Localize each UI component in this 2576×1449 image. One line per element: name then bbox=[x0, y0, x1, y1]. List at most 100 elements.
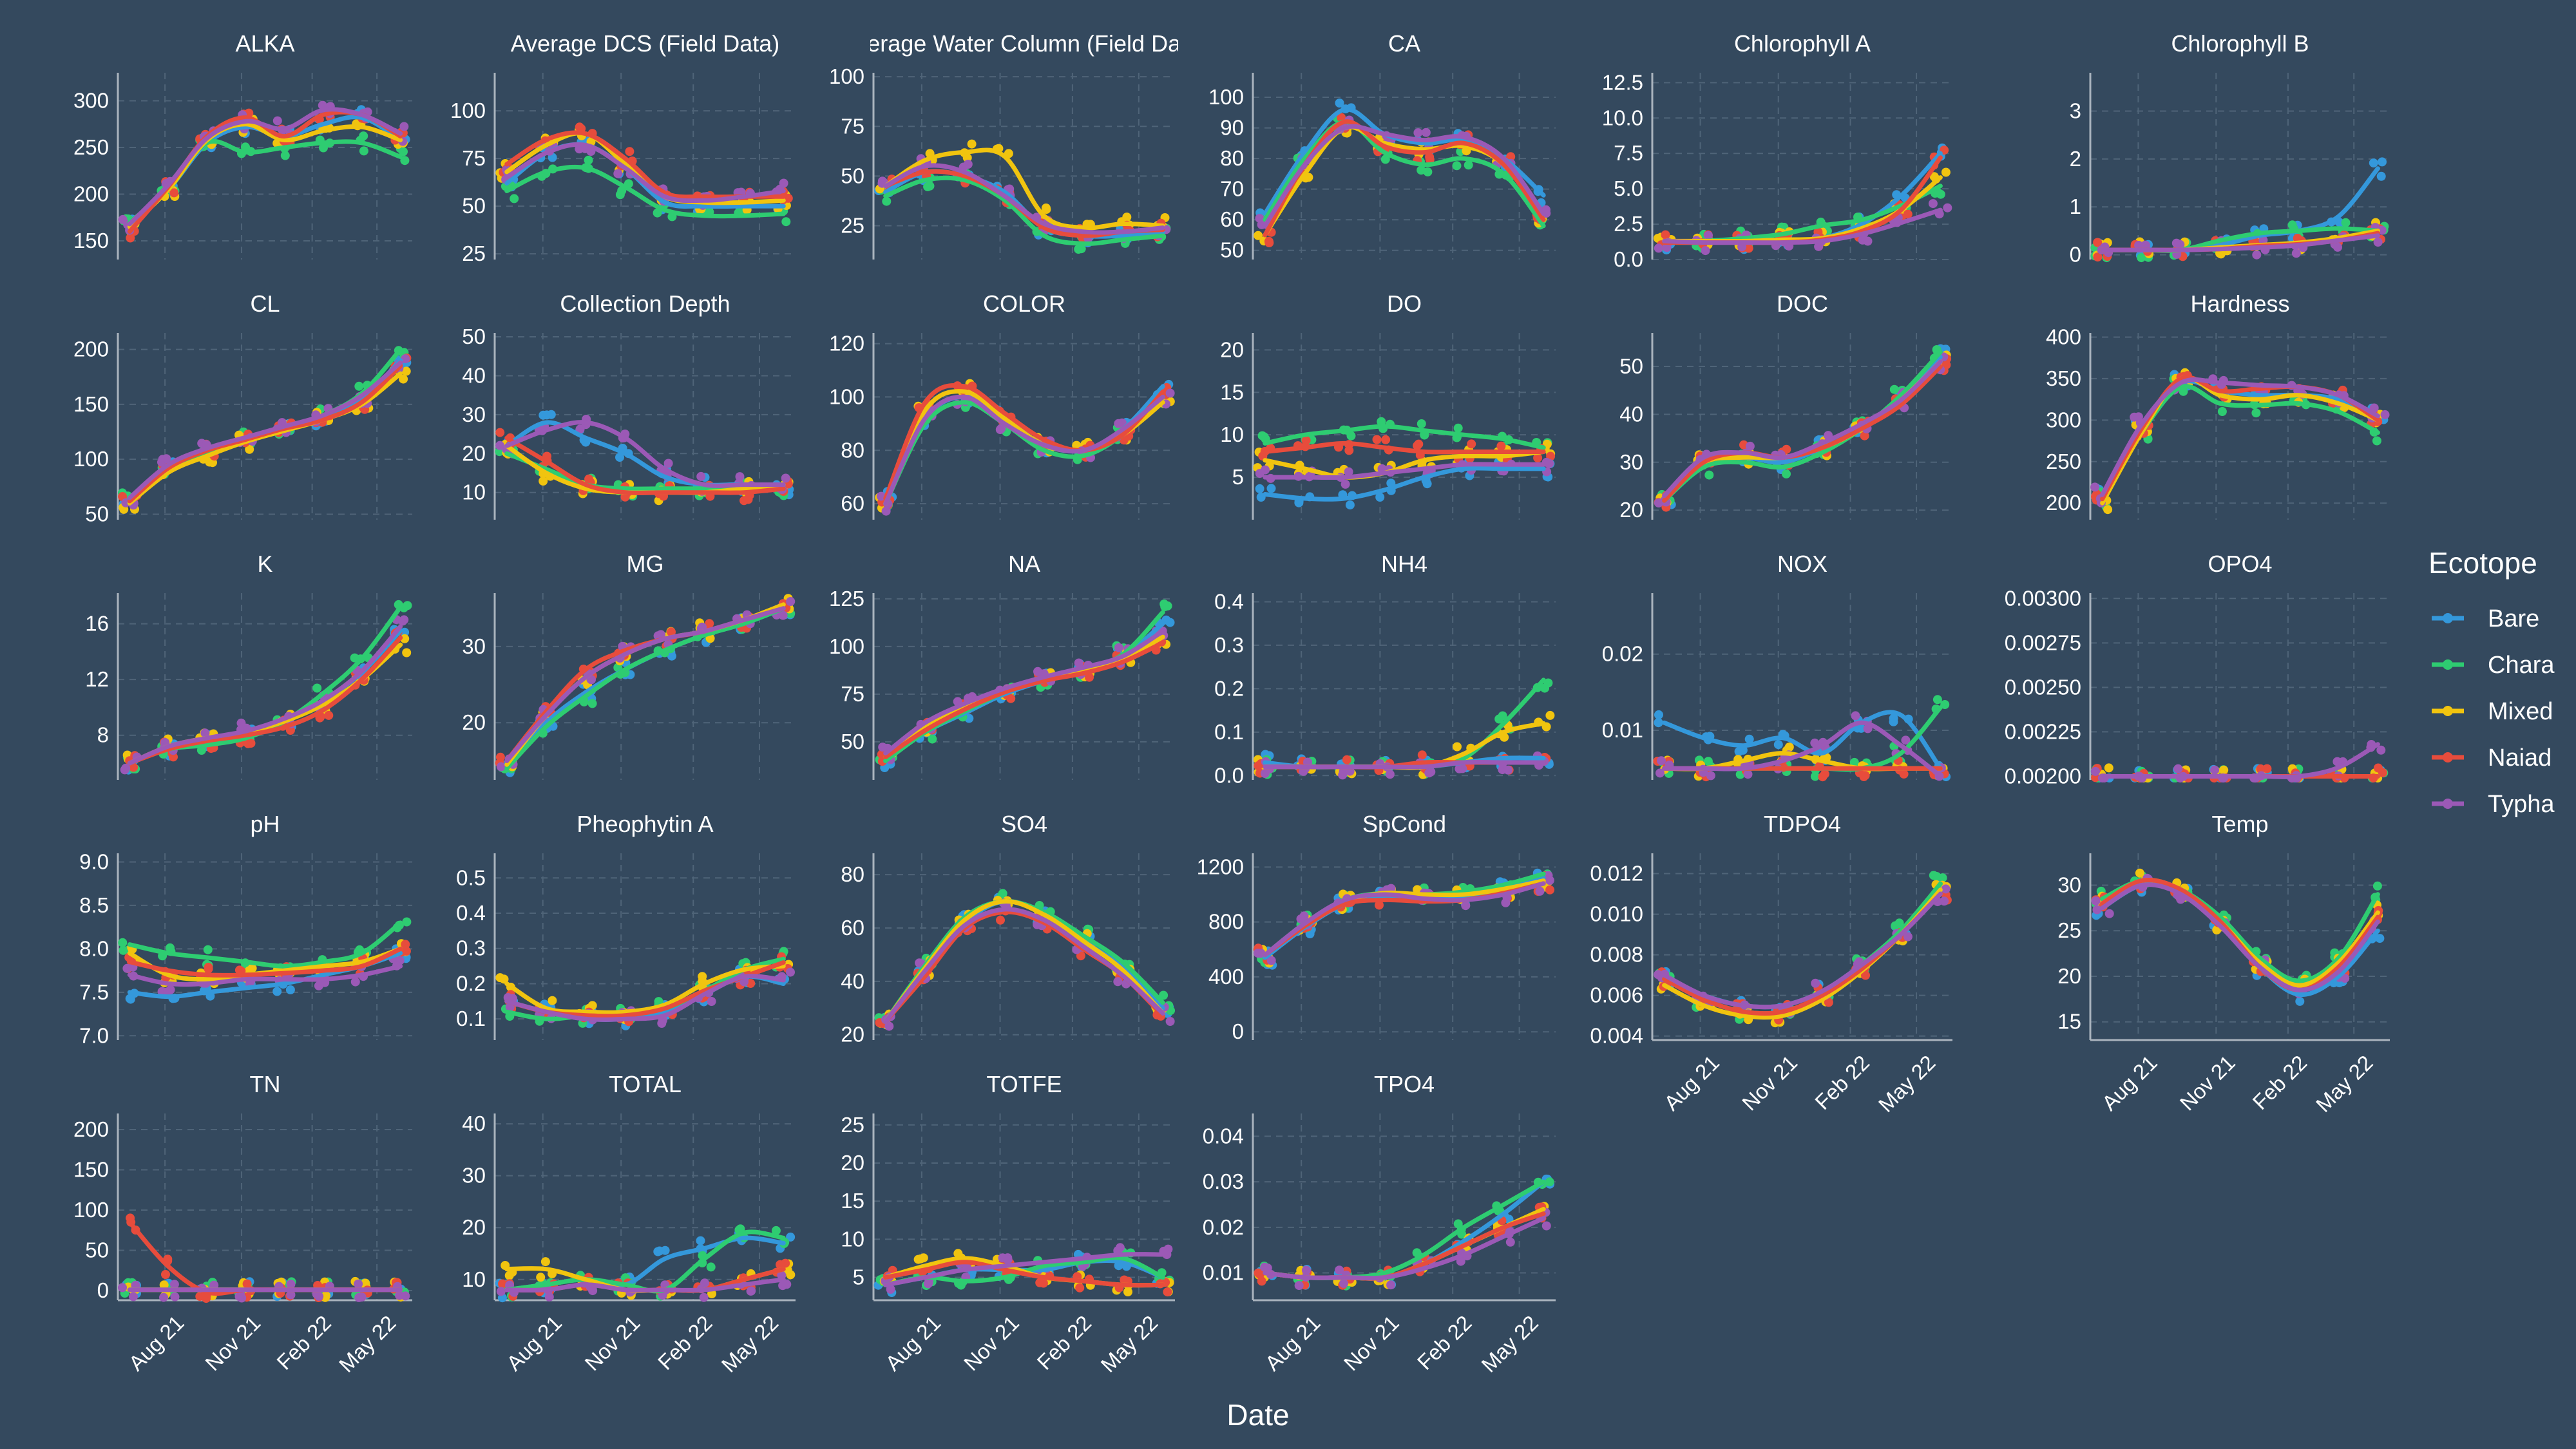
data-point-typha bbox=[2258, 235, 2268, 245]
data-point-mixed bbox=[247, 963, 257, 973]
legend-label: Naiad bbox=[2488, 744, 2552, 772]
data-point-chara bbox=[1929, 871, 1938, 880]
data-point-chara bbox=[1257, 431, 1267, 440]
series-line-naiad bbox=[1263, 440, 1546, 455]
legend-item-bare: Bare bbox=[2432, 605, 2539, 632]
data-point-naiad bbox=[1860, 431, 1869, 440]
data-point-typha bbox=[1654, 498, 1663, 507]
data-point-typha bbox=[786, 597, 796, 606]
y-tick-label: 100 bbox=[829, 384, 864, 408]
panel-title: DOC bbox=[1777, 290, 1828, 317]
series-line-typha bbox=[2100, 742, 2380, 780]
y-tick-label: 20 bbox=[462, 710, 486, 734]
data-point-typha bbox=[1114, 643, 1123, 652]
legend-item-chara: Chara bbox=[2432, 652, 2555, 679]
panel-title: Pheophytin A bbox=[577, 811, 713, 837]
data-point-chara bbox=[2287, 220, 2297, 230]
panel-pheophytin-a: Pheophytin A 0.1 0.2 0.3 0.4 0.5 bbox=[456, 811, 796, 1040]
y-tick-label: 30 bbox=[462, 402, 486, 426]
y-tick-label: 0 bbox=[1232, 1019, 1244, 1043]
data-point-mixed bbox=[402, 648, 412, 658]
series-line-typha bbox=[1263, 1216, 1546, 1281]
y-tick-label: 200 bbox=[73, 182, 109, 206]
x-axis-label: Date bbox=[1226, 1398, 1289, 1432]
data-point-chara bbox=[2341, 218, 2351, 227]
y-tick-label: 0 bbox=[2070, 243, 2081, 267]
panel-alka: ALKA 150 200 250 300 bbox=[73, 30, 412, 260]
data-point-typha bbox=[1263, 1264, 1272, 1273]
data-point-naiad bbox=[1075, 1283, 1085, 1293]
data-point-chara bbox=[1703, 757, 1713, 766]
data-point-naiad bbox=[783, 193, 793, 203]
data-point-typha bbox=[1294, 1281, 1304, 1291]
y-tick-label: 25 bbox=[841, 214, 864, 238]
data-point-chara bbox=[615, 190, 625, 200]
data-point-bare bbox=[2369, 158, 2378, 168]
data-point-chara bbox=[882, 196, 892, 206]
series-line-naiad bbox=[1662, 364, 1943, 503]
data-point-chara bbox=[1453, 423, 1463, 433]
data-point-typha bbox=[613, 169, 623, 178]
y-tick-label: 80 bbox=[841, 862, 864, 886]
y-tick-label: 125 bbox=[829, 587, 864, 611]
data-point-naiad bbox=[129, 762, 138, 772]
data-point-typha bbox=[1074, 658, 1083, 668]
data-point-bare bbox=[1266, 484, 1276, 493]
data-point-chara bbox=[400, 156, 410, 166]
y-tick-label: 15 bbox=[1220, 380, 1244, 404]
panel-color: COLOR 60 80 100 120 bbox=[829, 290, 1175, 520]
panel-title: NOX bbox=[1777, 551, 1827, 577]
data-point-typha bbox=[163, 987, 173, 997]
data-point-naiad bbox=[495, 428, 505, 437]
data-point-naiad bbox=[1860, 771, 1870, 781]
data-point-typha bbox=[354, 1293, 364, 1302]
data-point-chara bbox=[1377, 417, 1386, 426]
series-line-typha bbox=[504, 420, 786, 488]
y-tick-label: 20 bbox=[2057, 964, 2081, 988]
series-line-naiad bbox=[127, 635, 403, 766]
data-point-chara bbox=[354, 381, 364, 391]
data-point-typha bbox=[1165, 1017, 1175, 1026]
panel-title: CL bbox=[250, 290, 280, 317]
data-point-naiad bbox=[1342, 755, 1351, 764]
y-tick-label: 100 bbox=[73, 447, 109, 471]
data-point-typha bbox=[1344, 467, 1353, 477]
data-point-chara bbox=[1932, 695, 1942, 705]
y-tick-label: 60 bbox=[841, 491, 864, 515]
data-point-chara bbox=[403, 601, 412, 611]
data-point-naiad bbox=[204, 964, 213, 974]
data-point-typha bbox=[1654, 243, 1663, 253]
panel-cl: CL 50 100 150 200 bbox=[73, 290, 412, 526]
y-tick-label: 40 bbox=[462, 363, 486, 387]
series-line-chara bbox=[127, 920, 403, 969]
data-point-chara bbox=[998, 889, 1007, 898]
y-tick-label: 0.2 bbox=[456, 971, 486, 995]
data-point-naiad bbox=[705, 619, 714, 629]
data-point-typha bbox=[1003, 1255, 1013, 1264]
legend-label: Bare bbox=[2488, 605, 2539, 632]
data-point-mixed bbox=[953, 1249, 963, 1258]
panel-ca: CA 50 60 70 80 90 100 bbox=[1208, 30, 1556, 262]
data-point-bare bbox=[546, 410, 556, 419]
y-tick-label: 7.5 bbox=[1614, 141, 1643, 165]
y-tick-label: 200 bbox=[73, 1117, 109, 1141]
y-tick-label: 0.00225 bbox=[2005, 719, 2081, 743]
panel-na: NA 50 75 100 125 bbox=[829, 551, 1175, 780]
panel-title: Average DCS (Field Data) bbox=[511, 30, 780, 57]
data-point-typha bbox=[286, 1290, 296, 1300]
data-point-typha bbox=[2173, 764, 2183, 773]
data-point-typha bbox=[1701, 246, 1710, 256]
y-tick-label: 20 bbox=[841, 1151, 864, 1175]
y-tick-label: 400 bbox=[1208, 965, 1244, 989]
data-point-bare bbox=[1165, 618, 1175, 627]
panel-title: TOTFE bbox=[986, 1071, 1062, 1097]
series-line-chara bbox=[1263, 119, 1546, 229]
data-point-typha bbox=[1461, 901, 1471, 911]
y-tick-label: 20 bbox=[841, 1023, 864, 1046]
data-point-chara bbox=[1464, 160, 1473, 170]
series-line-typha bbox=[1263, 124, 1546, 229]
series-line-chara bbox=[883, 175, 1165, 246]
y-tick-label: 20 bbox=[1220, 337, 1244, 361]
data-point-typha bbox=[1421, 128, 1431, 137]
y-tick-label: 20 bbox=[1619, 498, 1643, 522]
